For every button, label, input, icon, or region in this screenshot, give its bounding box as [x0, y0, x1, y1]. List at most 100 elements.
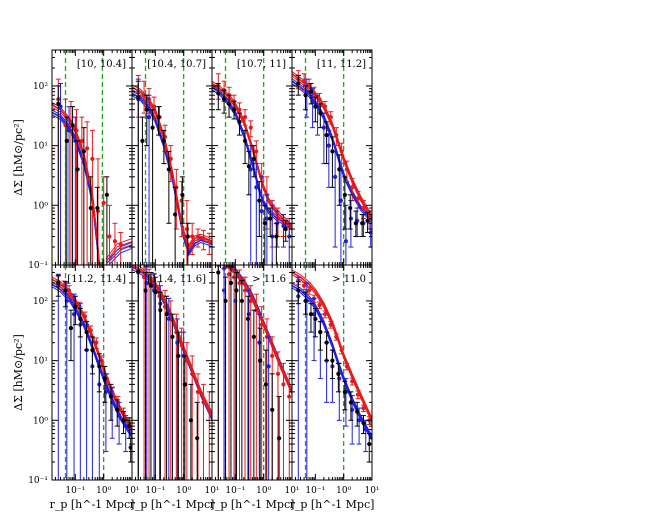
black-point — [136, 269, 141, 274]
black-point — [121, 418, 126, 423]
panel-7: > 11.6 10⁻¹ 10⁰ 10¹ r_p [h^-1 Mpc] — [210, 264, 300, 511]
black-point — [237, 119, 242, 124]
blue-point — [281, 223, 286, 229]
black-point — [361, 420, 366, 426]
red-point — [94, 340, 99, 345]
blue-point — [166, 316, 171, 322]
red-point — [201, 236, 206, 241]
black-point — [102, 376, 107, 381]
red-point — [141, 93, 147, 98]
red-point — [107, 234, 112, 239]
black-point — [234, 288, 239, 293]
red-point — [301, 283, 307, 288]
red-point — [270, 353, 275, 358]
model-blue-curve — [292, 284, 372, 439]
red-point — [168, 156, 173, 161]
black-point — [84, 330, 89, 335]
black-point — [188, 418, 194, 423]
black-point — [195, 436, 200, 441]
red-point — [339, 149, 344, 154]
black-point — [337, 167, 342, 172]
black-point — [104, 192, 109, 197]
red-point — [190, 234, 195, 239]
black-point — [348, 205, 353, 211]
black-point — [128, 445, 132, 450]
red-point — [242, 288, 248, 293]
black-point — [274, 234, 279, 239]
model-blue-curve — [230, 265, 292, 390]
red-point — [301, 79, 307, 84]
x-tick-label: 10⁻¹ — [145, 486, 165, 496]
x-axis-label: r_p [h^-1 Mpc] — [130, 498, 215, 511]
red-point — [306, 288, 312, 293]
red-point — [66, 288, 72, 293]
blue-point — [363, 427, 368, 432]
black-point — [90, 348, 95, 353]
red-point — [184, 358, 189, 363]
black-point — [63, 288, 68, 293]
black-point — [148, 283, 154, 288]
black-point — [150, 125, 155, 130]
blue-point — [348, 216, 354, 221]
panel-3: [10.7, 11] — [211, 49, 293, 266]
model-red-curve — [292, 73, 372, 219]
black-point — [70, 123, 75, 128]
x-tick-label: 10⁻¹ — [305, 486, 325, 496]
black-point — [158, 308, 163, 313]
panel-title: [10, 10.4] — [77, 59, 126, 70]
black-point — [108, 394, 114, 399]
red-point — [275, 216, 281, 221]
panel-6: [11.4, 11.6] 10⁻¹ 10⁰ 10¹ r_p [h^-1 Mpc] — [130, 264, 220, 511]
red-point — [82, 314, 88, 319]
panel-5: [11.2, 11.4] 10⁻¹ 10⁰ 10¹ 10² ΔΣ [hM⊙/pc²] 10⁻… — [12, 264, 140, 511]
x-tick-label: 10⁰ — [176, 486, 191, 496]
blue-point — [321, 125, 326, 130]
panel-title: [10.7, 11] — [237, 59, 286, 70]
black-point — [156, 115, 161, 120]
panel-content — [132, 50, 212, 265]
blue-point — [310, 99, 315, 104]
blue-point — [264, 216, 269, 221]
red-point — [226, 272, 232, 277]
blue-point — [343, 239, 349, 244]
x-tick-label: 10⁻¹ — [65, 486, 85, 496]
black-point — [173, 212, 178, 217]
red-point — [151, 104, 157, 109]
black-point — [136, 95, 141, 100]
black-point — [153, 290, 158, 295]
red-point — [79, 138, 84, 143]
panel-content — [215, 265, 292, 480]
red-point — [201, 400, 206, 405]
red-point — [287, 394, 292, 399]
red-point — [118, 242, 123, 247]
x-tick-label: 10¹ — [284, 486, 299, 496]
model-red-curve — [52, 276, 132, 428]
black-point — [88, 205, 93, 211]
panel-content — [292, 265, 372, 480]
blue-point — [266, 364, 271, 369]
blue-point — [66, 128, 72, 133]
black-point — [245, 316, 251, 322]
black-point — [251, 334, 256, 339]
red-point — [254, 149, 259, 154]
red-point — [306, 83, 312, 89]
panel-title: [11, 11.2] — [317, 59, 366, 70]
black-point — [268, 216, 273, 221]
black-point — [115, 407, 120, 412]
black-point — [170, 334, 175, 339]
panel-title: [11.4, 11.6] — [147, 274, 206, 285]
panel-content — [52, 265, 132, 480]
black-point — [262, 221, 267, 226]
black-point — [296, 81, 301, 86]
red-point — [339, 348, 344, 353]
red-point — [195, 389, 201, 394]
black-point — [360, 221, 365, 226]
red-point — [88, 328, 93, 333]
panel-1: [10, 10.4] 10⁻¹ 10⁰ 10¹ 10² ΔΣ [hM⊙/pc²] — [12, 49, 133, 271]
red-point — [322, 312, 328, 317]
black-point — [348, 400, 354, 405]
blue-point — [333, 174, 338, 179]
red-point — [84, 146, 90, 151]
model-red-curve — [229, 265, 292, 390]
